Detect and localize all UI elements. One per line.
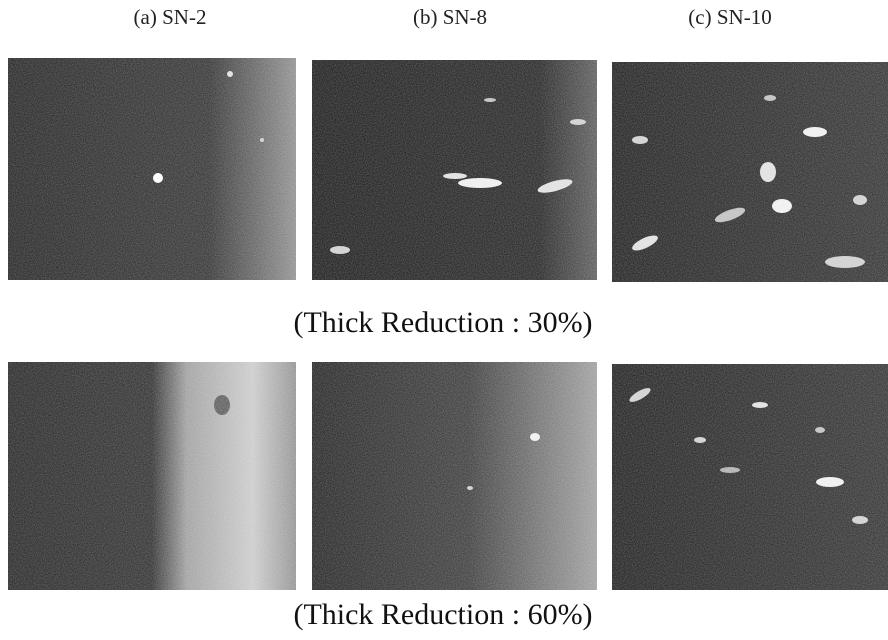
column-label: (c) SN-10 — [688, 5, 771, 29]
micrograph — [312, 362, 597, 590]
column-label: (b) SN-8 — [413, 5, 487, 29]
micrograph — [612, 62, 888, 282]
micrograph — [8, 58, 296, 280]
micrograph — [8, 362, 296, 590]
row-caption: (Thick Reduction : 30%) — [293, 306, 592, 339]
row-caption: (Thick Reduction : 60%) — [293, 598, 592, 631]
micrograph — [612, 364, 888, 590]
micrograph — [312, 60, 597, 280]
column-label: (a) SN-2 — [134, 5, 207, 29]
